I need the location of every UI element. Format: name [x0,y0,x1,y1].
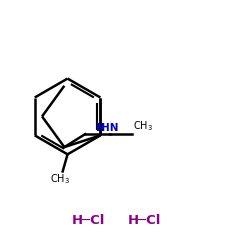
Text: N: N [96,123,105,133]
Text: CH$_3$: CH$_3$ [50,173,70,186]
Text: CH$_3$: CH$_3$ [133,119,153,133]
Text: H─Cl: H─Cl [72,214,105,227]
Text: HN: HN [101,123,118,133]
Text: H─Cl: H─Cl [128,214,161,227]
